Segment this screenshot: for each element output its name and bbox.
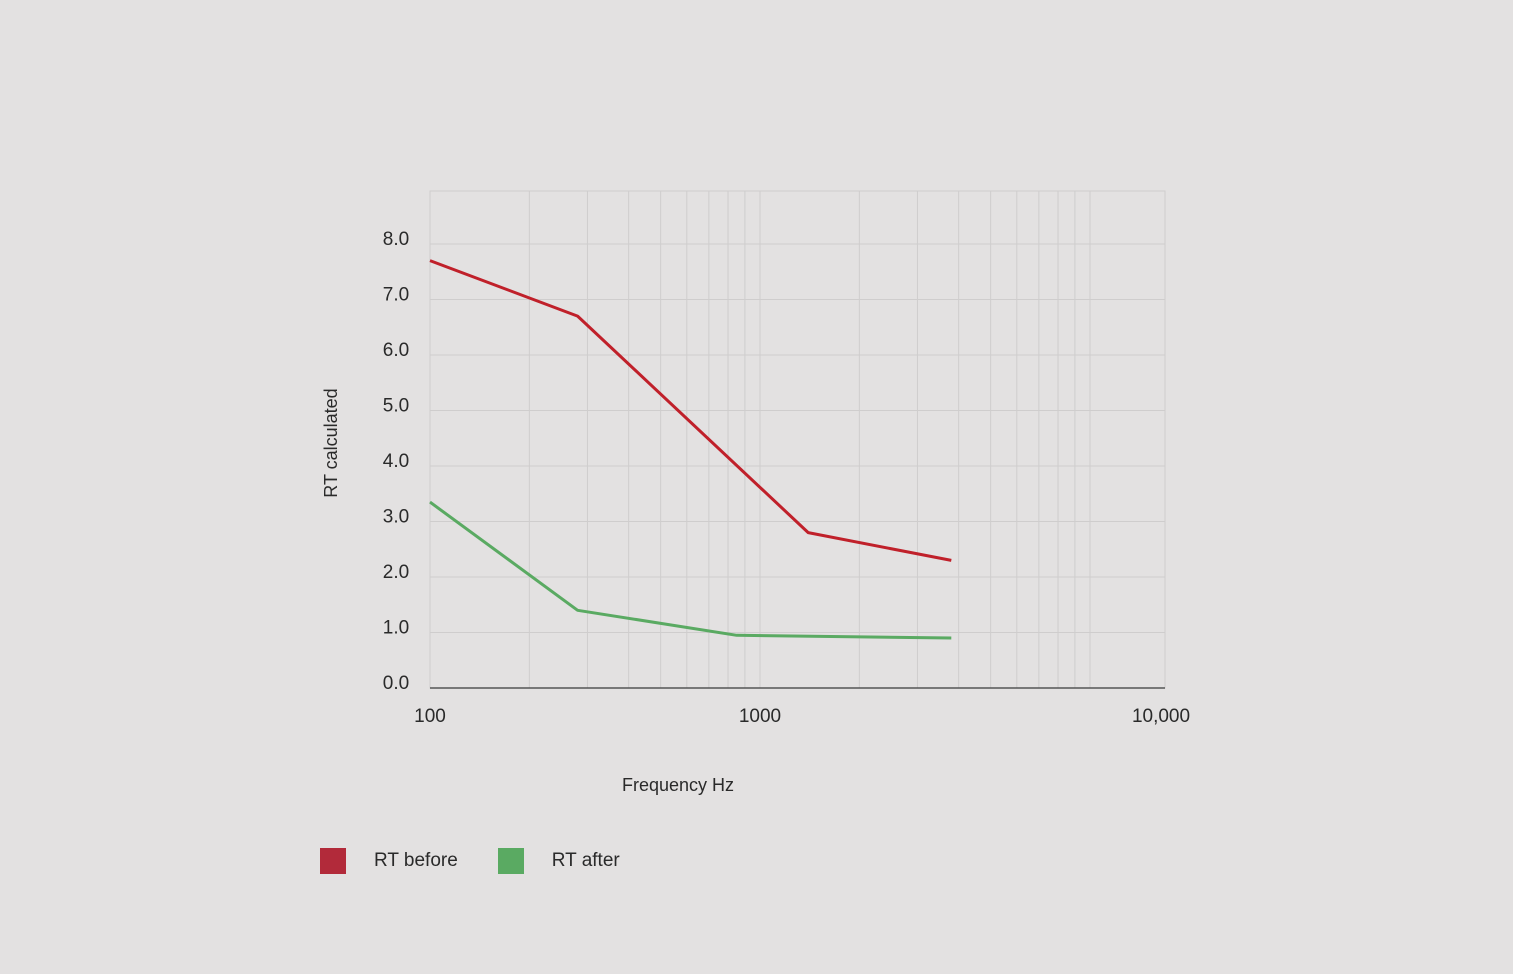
- x-tick-label: 10,000: [1132, 706, 1190, 727]
- legend-item-before: RT before: [320, 848, 458, 874]
- y-tick-label: 5.0: [383, 396, 409, 417]
- y-tick-label: 8.0: [383, 229, 409, 250]
- series-line-rt-before: [429, 259, 952, 562]
- legend: RT before RT after: [320, 848, 660, 874]
- legend-swatch-before: [320, 848, 346, 874]
- x-axis-title: Frequency Hz: [622, 775, 734, 795]
- series-lines: [429, 259, 952, 640]
- y-tick-label: 4.0: [383, 451, 409, 472]
- grid: [429, 190, 1166, 689]
- y-tick-label: 3.0: [383, 507, 409, 528]
- legend-swatch-after: [497, 848, 524, 874]
- y-tick-label: 7.0: [383, 285, 409, 306]
- y-tick-label: 6.0: [383, 340, 409, 361]
- x-tick-label: 100: [414, 706, 446, 727]
- legend-label-after: RT after: [551, 850, 620, 871]
- x-tick-label: 1000: [739, 706, 781, 727]
- legend-item-after: RT after: [497, 848, 620, 874]
- y-axis-title: RT calculated: [321, 388, 341, 497]
- y-tick-labels: 0.0 1.0 2.0 3.0 4.0 5.0 6.0 7.0 8.0: [383, 229, 409, 694]
- y-tick-label: 2.0: [383, 562, 409, 583]
- plot-frame: [429, 190, 1166, 689]
- series-line-rt-after: [429, 500, 952, 640]
- y-tick-label: 1.0: [383, 618, 409, 639]
- legend-label-before: RT before: [374, 850, 458, 871]
- y-tick-label: 0.0: [383, 673, 409, 694]
- x-tick-labels: 100 1000 10,000: [414, 706, 1190, 727]
